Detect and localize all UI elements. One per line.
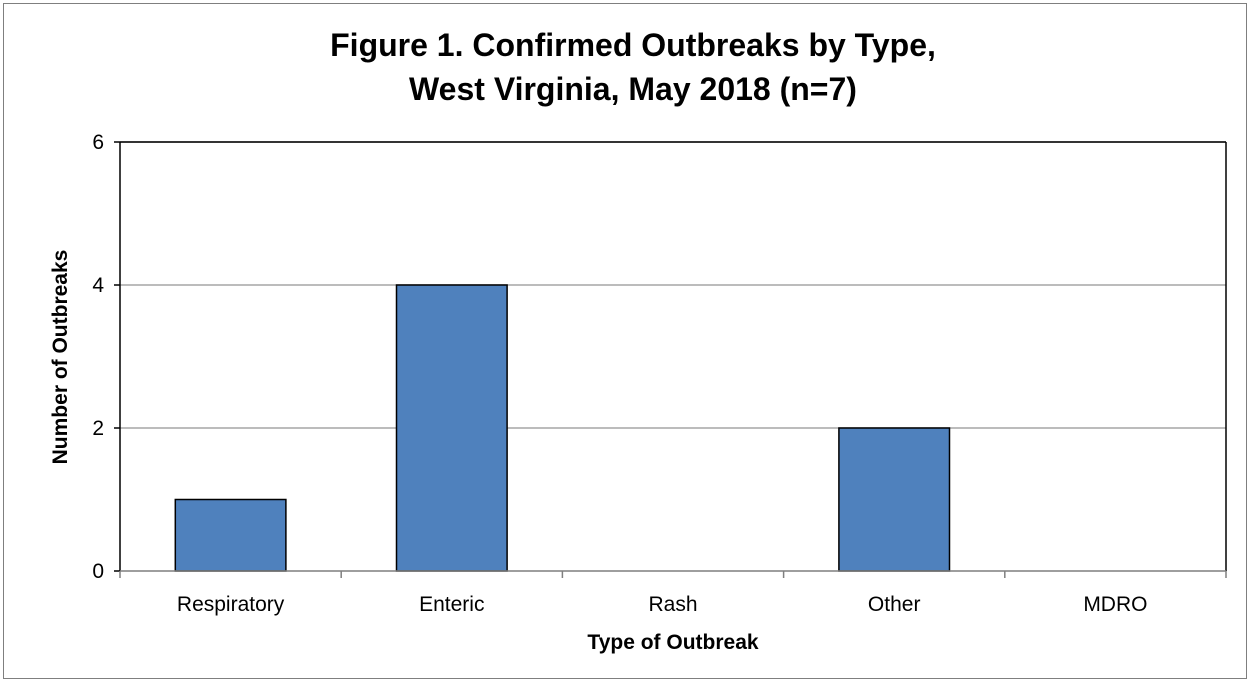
y-tick-label: 6 (92, 131, 104, 154)
x-tick-label: MDRO (1083, 593, 1147, 616)
x-tick-labels: Respiratory Enteric Rash Other MDRO (177, 593, 1148, 616)
x-tick-label: Other (868, 593, 921, 616)
bar-respiratory (174, 498, 287, 572)
bars (174, 284, 951, 572)
x-axis-title: Type of Outbreak (587, 631, 758, 654)
chart-title-line-1: Figure 1. Confirmed Outbreaks by Type, (330, 27, 936, 63)
bar-other (838, 427, 951, 572)
y-axis-title: Number of Outbreaks (49, 250, 72, 465)
y-tick-label: 0 (92, 560, 104, 583)
y-tick-label: 4 (92, 274, 104, 297)
x-tick-label: Rash (648, 593, 697, 616)
x-tick-label: Respiratory (177, 593, 285, 616)
bar-enteric (395, 284, 508, 572)
axes (114, 141, 1227, 578)
y-tick-label: 2 (92, 417, 104, 440)
y-tick-labels: 0 2 4 6 (92, 131, 104, 583)
gridlines (120, 141, 1226, 429)
chart-title-line-2: West Virginia, May 2018 (n=7) (409, 71, 857, 107)
chart-title: Figure 1. Confirmed Outbreaks by Type, W… (330, 27, 936, 107)
x-tick-label: Enteric (419, 593, 484, 616)
